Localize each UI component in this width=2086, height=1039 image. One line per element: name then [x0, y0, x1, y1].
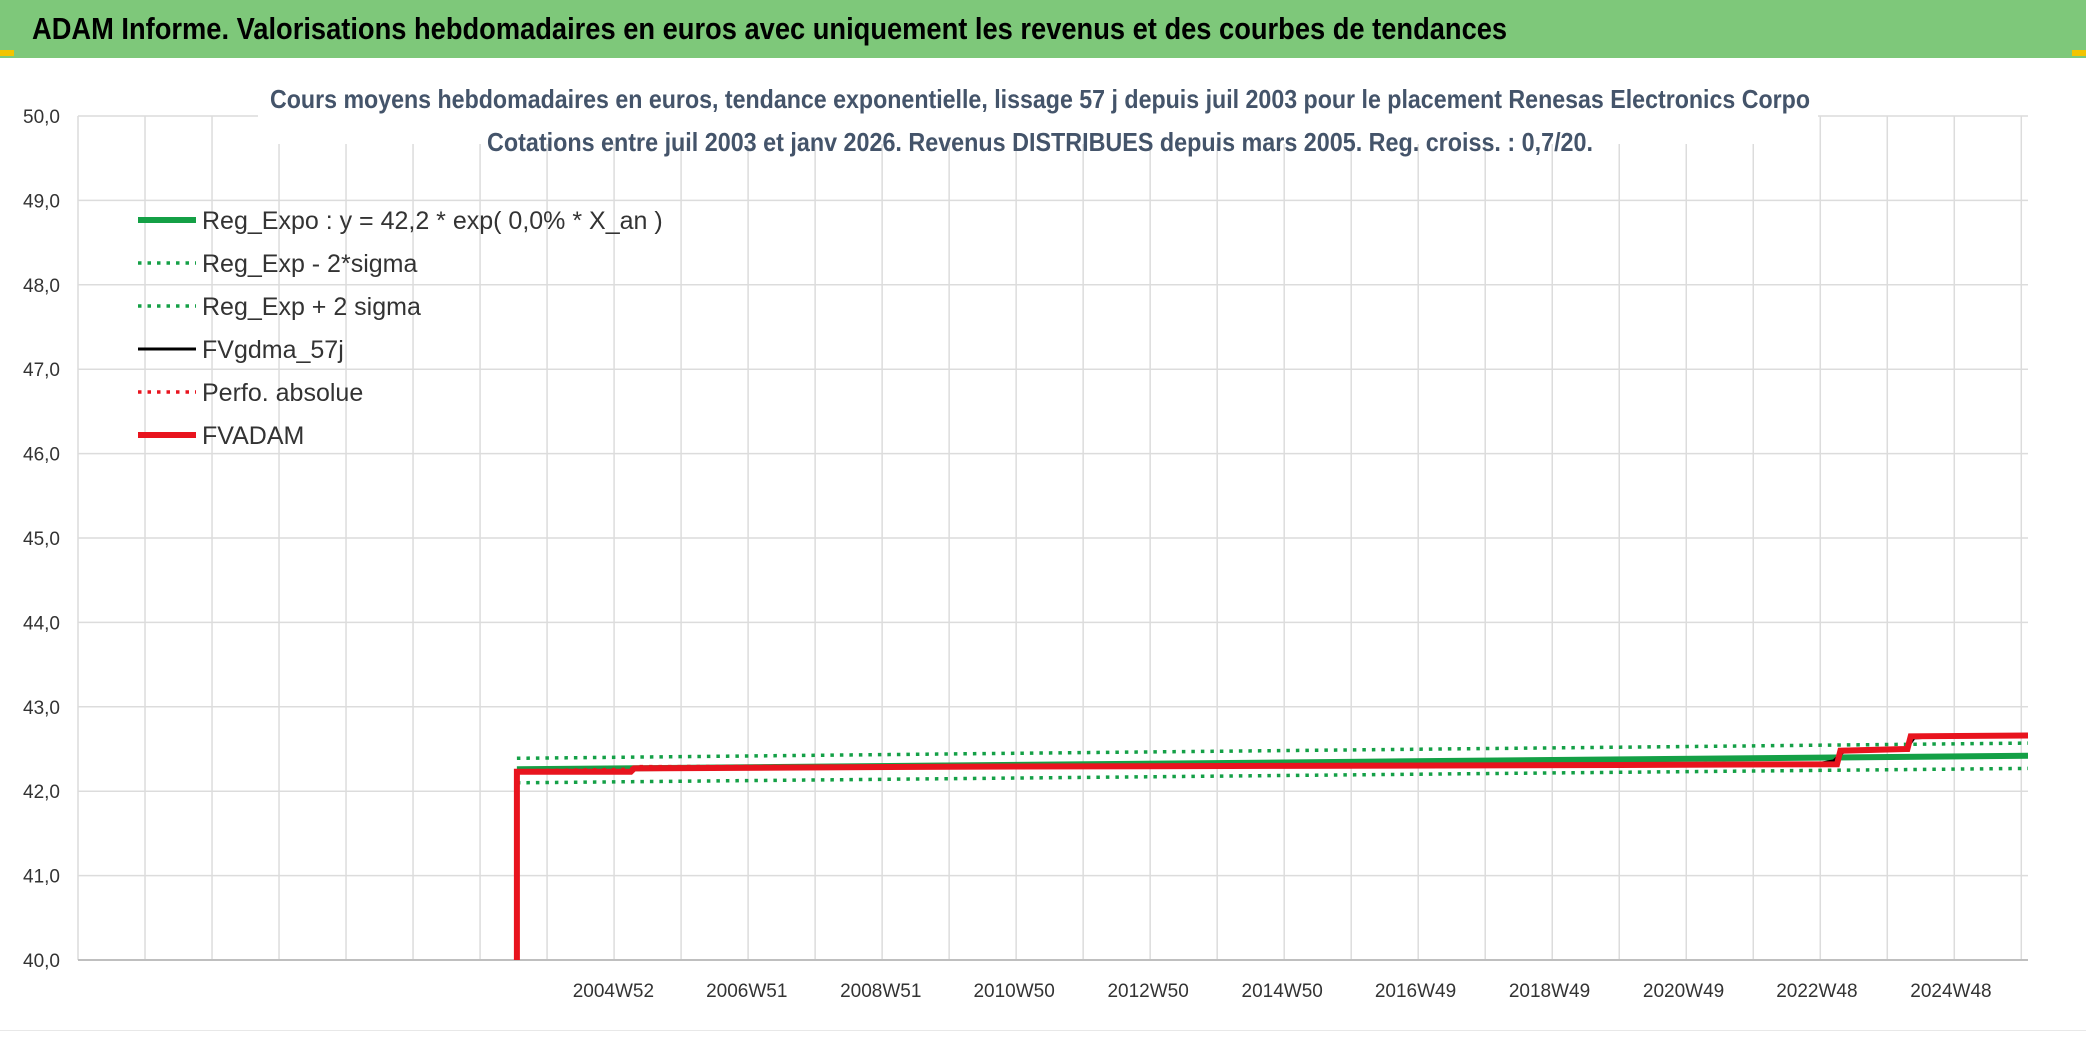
x-tick-label: 2022W48: [1776, 981, 1857, 1002]
x-tick-label: 2006W51: [706, 981, 787, 1002]
bottom-strip: [0, 1030, 2086, 1039]
chart-title-background: [258, 72, 1818, 144]
legend-label: Reg_Exp - 2*sigma: [202, 250, 417, 278]
chart: 40,0 41,0 42,0 43,0 44,0 45,0 46,0 47,0 48,0 49,0…: [0, 58, 2086, 1030]
y-tick-label: 47,0: [23, 360, 60, 381]
y-tick-label: 48,0: [23, 276, 60, 297]
chart-background: [0, 58, 2086, 1030]
legend-label: Reg_Expo : y = 42,2 * exp( 0,0% * X_an ): [202, 207, 663, 235]
y-tick-label: 42,0: [23, 782, 60, 803]
series-line-5: [513, 732, 2029, 960]
x-tick-label: 2020W49: [1643, 981, 1724, 1002]
legend-label: Perfo. absolue: [202, 379, 363, 407]
chart-title-line-2: Cotations entre juil 2003 et janv 2026. …: [487, 127, 1593, 157]
x-tick-label: 2016W49: [1375, 981, 1456, 1002]
y-axis-tick-labels: 40,0 41,0 42,0 43,0 44,0 45,0 46,0 47,0 48,0 49,0…: [23, 107, 60, 972]
y-tick-label: 43,0: [23, 698, 60, 719]
legend: Reg_Expo : y = 42,2 * exp( 0,0% * X_an )…: [138, 207, 663, 450]
legend-label: FVADAM: [202, 422, 304, 450]
series-lines: [513, 732, 2029, 960]
x-tick-label: 2004W52: [573, 981, 654, 1002]
corner-accent: [0, 50, 14, 56]
y-tick-label: 44,0: [23, 613, 60, 634]
y-tick-label: 46,0: [23, 445, 60, 466]
report-title: ADAM Informe. Valorisations hebdomadaire…: [32, 11, 1508, 46]
legend-label: FVgdma_57j: [202, 336, 344, 364]
x-tick-label: 2024W48: [1910, 981, 1991, 1002]
y-tick-label: 49,0: [23, 191, 60, 212]
y-tick-label: 50,0: [23, 107, 60, 128]
x-tick-label: 2018W49: [1509, 981, 1590, 1002]
x-axis-tick-labels: 2004W52 2006W51 2008W51 2010W50 2012W50 2014W…: [573, 981, 1992, 1002]
x-tick-label: 2010W50: [973, 981, 1054, 1002]
chart-title-line-1: Cours moyens hebdomadaires en euros, ten…: [270, 84, 1810, 114]
corner-accent: [2072, 50, 2086, 56]
x-tick-label: 2008W51: [840, 981, 921, 1002]
y-tick-label: 45,0: [23, 529, 60, 550]
x-tick-label: 2012W50: [1107, 981, 1188, 1002]
y-tick-label: 40,0: [23, 951, 60, 972]
x-tick-label: 2014W50: [1242, 981, 1323, 1002]
legend-label: Reg_Exp + 2 sigma: [202, 293, 421, 321]
y-tick-label: 41,0: [23, 867, 60, 888]
